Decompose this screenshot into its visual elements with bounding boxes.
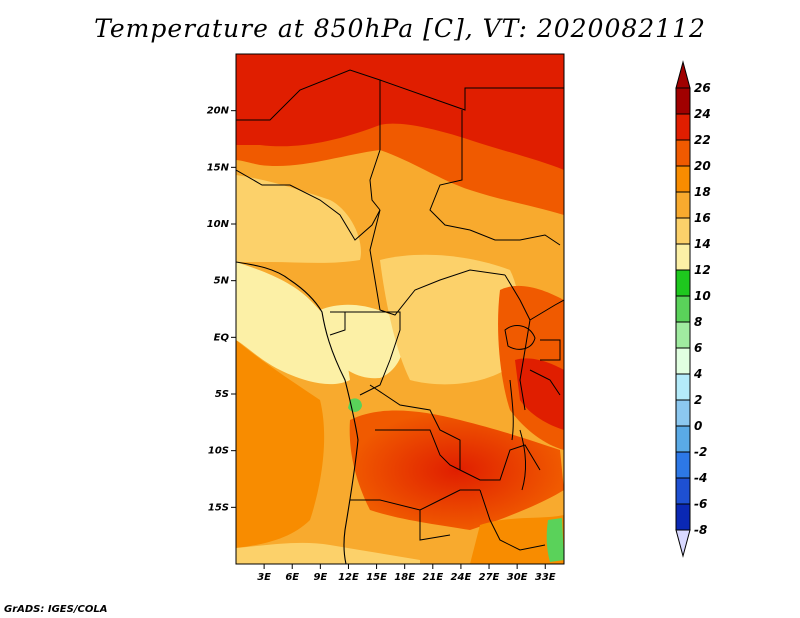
colorbar-swatch	[675, 269, 691, 297]
border-line	[329, 312, 346, 336]
border-line	[369, 149, 381, 211]
lon-tick-label: 12E	[338, 572, 359, 583]
colorbar-top-arrow	[675, 60, 691, 89]
colorbar-label: -4	[694, 471, 707, 485]
colorbar-swatch	[675, 399, 691, 427]
colorbar-label: 2	[694, 393, 702, 407]
lat-tick-label: 5N	[214, 276, 230, 287]
lon-tick-label: 15E	[366, 572, 387, 583]
colorbar-swatch	[675, 321, 691, 349]
colorbar-swatch	[675, 113, 691, 141]
colorbar-swatch	[675, 243, 691, 271]
lat-tick-label: 15S	[208, 502, 229, 513]
lake-outline	[504, 325, 536, 350]
field-south-coast	[236, 542, 420, 564]
border-line	[479, 489, 546, 551]
colorbar-swatch	[675, 451, 691, 479]
colorbar-bottom-arrow	[675, 529, 691, 558]
colorbar-label: 24	[694, 107, 711, 121]
colorbar-label: 22	[694, 133, 711, 147]
border-line	[469, 229, 561, 246]
lat-tick-label: 5S	[215, 389, 229, 400]
lon-tick-label: 21E	[422, 572, 443, 583]
colorbar-swatch	[675, 425, 691, 453]
lon-tick-label: 30E	[507, 572, 528, 583]
border-line	[330, 311, 401, 396]
field-coast-cool	[236, 262, 350, 385]
field-basin-mild	[380, 254, 520, 385]
country-boundaries	[236, 69, 564, 564]
colorbar-label: 10	[694, 289, 711, 303]
field-green-southeast	[546, 518, 564, 562]
colorbar-swatch	[675, 87, 691, 115]
software-credit: GrADS: IGES/COLA	[4, 604, 108, 615]
lon-tick-label: 33E	[535, 572, 556, 583]
lon-tick-label: 3E	[257, 572, 271, 583]
colorbar-swatch	[675, 191, 691, 219]
border-line	[540, 339, 561, 361]
colorbar-swatch	[675, 217, 691, 245]
lake-outline	[519, 429, 527, 491]
border-line	[429, 110, 471, 231]
border-line	[504, 274, 531, 411]
coastline	[236, 261, 359, 564]
border-line	[529, 369, 561, 396]
lat-tick-label: 15N	[207, 162, 230, 173]
colorbar-swatch	[675, 477, 691, 505]
lake-outline	[509, 379, 514, 441]
border-line	[375, 429, 461, 471]
colorbar-label: 16	[694, 211, 711, 225]
colorbar-label: 0	[694, 419, 702, 433]
border-line	[369, 384, 461, 470]
map-title: Temperature at 850hPa [C], VT: 202008211…	[94, 14, 706, 43]
colorbar-label: -8	[694, 523, 707, 537]
lat-tick-label: 10N	[207, 219, 230, 230]
colorbar-label: 14	[694, 237, 711, 251]
colorbar-swatch	[675, 139, 691, 167]
field-gabon-cool	[319, 304, 404, 379]
lat-tick-label: 10S	[208, 446, 229, 457]
longitude-axis: 3E 6E 9E 12E 15E 18E 21E 24E 27E 30E 33E	[257, 564, 556, 583]
colorbar-swatch	[675, 165, 691, 193]
field-west-mild	[236, 175, 361, 263]
latitude-axis: 20N 15N 10N 5N EQ 5S 10S 15S	[207, 106, 236, 513]
lon-tick-label: 6E	[285, 572, 299, 583]
field-ocean-warm	[236, 340, 325, 548]
colorbar-swatch	[675, 347, 691, 375]
border-line	[236, 69, 381, 150]
colorbar-label: -2	[694, 445, 707, 459]
colorbar-label: 26	[694, 81, 711, 95]
border-line	[236, 169, 381, 241]
colorbar-label: 12	[694, 263, 711, 277]
colorbar-swatch	[675, 295, 691, 323]
border-line	[369, 209, 506, 316]
border-line	[529, 299, 564, 321]
border-line	[419, 510, 451, 541]
lat-tick-label: 20N	[207, 106, 230, 117]
border-line	[379, 79, 564, 111]
lon-tick-label: 18E	[394, 572, 415, 583]
colorbar-label: 18	[694, 185, 711, 199]
colorbar-label: 20	[694, 159, 711, 173]
colorbar-label: 4	[693, 367, 702, 381]
border-line	[459, 444, 541, 481]
colorbar-label: 8	[694, 315, 702, 329]
lat-tick-label: EQ	[214, 332, 230, 343]
colorbar-label: 6	[694, 341, 702, 355]
lon-tick-label: 27E	[479, 572, 500, 583]
map-frame	[235, 53, 565, 565]
colorbar-swatch	[675, 503, 691, 531]
colorbar-swatch	[675, 373, 691, 401]
field-south-hot	[349, 410, 564, 530]
lon-tick-label: 24E	[451, 572, 472, 583]
border-line	[350, 489, 480, 511]
colorbar-label: -6	[694, 497, 707, 511]
lon-tick-label: 9E	[313, 572, 327, 583]
field-rift-hot	[515, 358, 564, 430]
